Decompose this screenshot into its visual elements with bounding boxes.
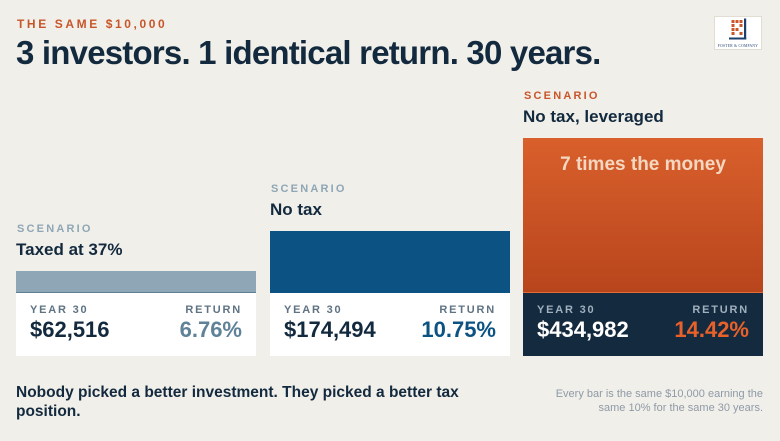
- return-label: RETURN: [692, 304, 749, 316]
- year30-value: $62,516: [30, 317, 110, 342]
- scenario-name: No tax: [270, 200, 322, 219]
- year-label: YEAR 30: [30, 304, 89, 316]
- bar-annotation: 7 times the money: [560, 154, 726, 175]
- return-label: RETURN: [439, 304, 496, 316]
- scenario-column: SCENARIO Taxed at 37% YEAR 30 RETURN $62,516…: [16, 0, 256, 441]
- footer-note: Every bar is the same $10,000 earning th…: [555, 388, 763, 414]
- value-card: YEAR 30 RETURN $62,516 6.76%: [16, 293, 256, 356]
- scenario-column: SCENARIO No tax, leveraged 7 times the mon…: [523, 0, 763, 441]
- page-title: 3 investors. 1 identical return. 30 year…: [16, 34, 601, 71]
- return-value: 14.42%: [674, 317, 749, 342]
- scenario-name: No tax, leveraged: [523, 107, 664, 126]
- return-value: 10.75%: [421, 317, 496, 342]
- bar: [270, 231, 510, 293]
- value-card: YEAR 30 RETURN $434,982 14.42%: [523, 293, 763, 356]
- scenario-label: SCENARIO: [524, 90, 600, 102]
- bar: [16, 271, 256, 293]
- eyebrow: THE SAME $10,000: [17, 17, 168, 31]
- year-label: YEAR 30: [537, 304, 596, 316]
- return-label: RETURN: [185, 304, 242, 316]
- value-card: YEAR 30 RETURN $174,494 10.75%: [270, 293, 510, 356]
- scenario-label: SCENARIO: [17, 223, 93, 235]
- scenario-column: SCENARIO No tax YEAR 30 RETURN $174,494 10.75…: [270, 0, 510, 441]
- year30-value: $434,982: [537, 317, 629, 342]
- logo-text: FOSTER & COMPANY: [717, 44, 759, 48]
- scenario-label: SCENARIO: [271, 183, 347, 195]
- logo: FOSTER & COMPANY: [714, 16, 762, 50]
- bar: 7 times the money: [523, 138, 763, 293]
- footer-message: Nobody picked a better investment. They …: [16, 384, 459, 420]
- return-value: 6.76%: [179, 317, 242, 342]
- logo-mark-icon: [729, 18, 747, 40]
- scenario-name: Taxed at 37%: [16, 240, 123, 259]
- year-label: YEAR 30: [284, 304, 343, 316]
- year30-value: $174,494: [284, 317, 376, 342]
